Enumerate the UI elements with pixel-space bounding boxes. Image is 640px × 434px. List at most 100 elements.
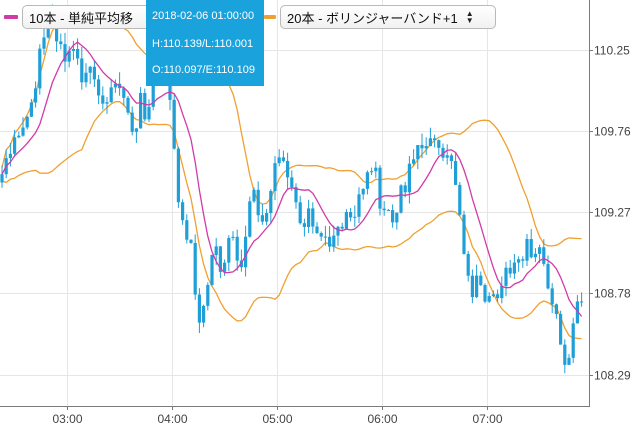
candle-body: [374, 167, 378, 172]
candle-body: [336, 226, 340, 236]
candle-body: [391, 210, 395, 223]
candle-body: [17, 135, 21, 138]
candle-body: [21, 127, 25, 136]
candle-body: [512, 262, 516, 274]
candle-body: [269, 190, 273, 214]
candle-body: [265, 213, 269, 222]
bollinger-lower-band: [1, 101, 582, 340]
candle-body: [231, 236, 235, 238]
candle-body: [42, 37, 46, 49]
candle-body: [521, 259, 525, 261]
candle-body: [113, 83, 117, 88]
candle-body: [445, 155, 449, 158]
candle-body: [575, 301, 579, 324]
axes: [0, 0, 590, 407]
candle-body: [491, 294, 495, 297]
candles: [0, 4, 584, 374]
candle-body: [151, 67, 155, 107]
x-tick-label: 04:00: [157, 412, 187, 426]
candle-body: [88, 66, 92, 73]
candle-body: [538, 247, 542, 254]
price-tooltip: 2018-02-06 01:00:00 H:110.139/L:110.001 …: [146, 0, 264, 86]
candle-body: [416, 145, 420, 160]
tooltip-open-end: O:110.097/E:110.109: [152, 64, 255, 76]
candle-body: [101, 95, 105, 104]
sma-polyline: [1, 41, 583, 317]
candle-body: [433, 138, 437, 141]
candle-body: [139, 93, 143, 129]
candle-body: [181, 202, 185, 221]
bollinger-select[interactable]: 20本 - ボリンジャーバンド+1 ▲ ▼: [280, 5, 496, 29]
candle-body: [479, 275, 483, 286]
candle-body: [80, 58, 84, 83]
legend-bollinger: 20本 - ボリンジャーバンド+1 ▲ ▼: [264, 5, 496, 29]
candle-body: [105, 102, 109, 104]
candle-body: [34, 88, 38, 103]
candle-body: [92, 66, 96, 80]
candle-body: [546, 263, 550, 289]
candle-body: [134, 128, 138, 132]
candle-body: [344, 211, 348, 229]
y-tick-label: 109.27: [594, 206, 631, 220]
candle-body: [307, 208, 311, 227]
candle-body: [298, 202, 302, 224]
candle-body: [332, 235, 336, 247]
candle-body: [109, 87, 113, 103]
bollinger-lower-line: [1, 101, 582, 340]
candle-body: [559, 314, 563, 345]
candle-body: [214, 246, 218, 256]
candle-body: [277, 157, 281, 164]
updown-arrows-icon: ▲ ▼: [465, 9, 474, 25]
candle-body: [458, 184, 462, 215]
x-tick-label: 03:00: [52, 412, 82, 426]
candle-body: [202, 305, 206, 323]
candle-body: [462, 214, 466, 254]
candle-body: [470, 275, 474, 298]
candle-body: [71, 48, 75, 51]
candle-body: [563, 344, 567, 365]
candle-body: [311, 208, 315, 227]
candle-body: [424, 146, 428, 149]
candle-body: [67, 50, 71, 62]
candle-body: [25, 116, 29, 128]
candle-body: [197, 294, 201, 323]
grid: [0, 0, 589, 406]
candle-body: [319, 233, 323, 237]
candle-body: [517, 259, 521, 263]
x-tick-label: 07:00: [472, 412, 502, 426]
candle-body: [403, 185, 407, 193]
candle-body: [386, 210, 390, 212]
candle-body: [340, 226, 344, 229]
candle-body: [0, 174, 4, 183]
candle-body: [235, 236, 239, 261]
candle-body: [294, 187, 298, 203]
candle-body: [218, 246, 222, 272]
x-ticks: 03:00 04:00 05:00 06:00 07:00: [52, 406, 503, 426]
candle-body: [176, 148, 180, 203]
candle-body: [8, 153, 12, 159]
candle-body: [130, 112, 134, 132]
candle-body: [449, 155, 453, 162]
candle-body: [13, 137, 17, 154]
candle-body: [412, 159, 416, 164]
candle-body: [59, 41, 63, 45]
candle-body: [466, 253, 470, 276]
candle-body: [189, 239, 193, 244]
candle-body: [500, 285, 504, 299]
candle-body: [454, 161, 458, 185]
candle-body: [260, 215, 264, 222]
candle-body: [395, 212, 399, 223]
candle-body: [382, 208, 386, 211]
y-tick-label: 110.25: [594, 44, 630, 58]
candle-body: [542, 247, 546, 264]
candle-body: [302, 223, 306, 227]
candle-body: [323, 236, 327, 238]
candle-body: [315, 226, 319, 234]
y-tick-label: 108.29: [594, 369, 631, 383]
tooltip-high-low: H:110.139/L:110.001: [152, 38, 254, 50]
legend-swatch-bollinger: [264, 15, 276, 19]
candle-body: [256, 189, 260, 216]
candle-body: [378, 167, 382, 209]
candle-body: [223, 262, 227, 272]
